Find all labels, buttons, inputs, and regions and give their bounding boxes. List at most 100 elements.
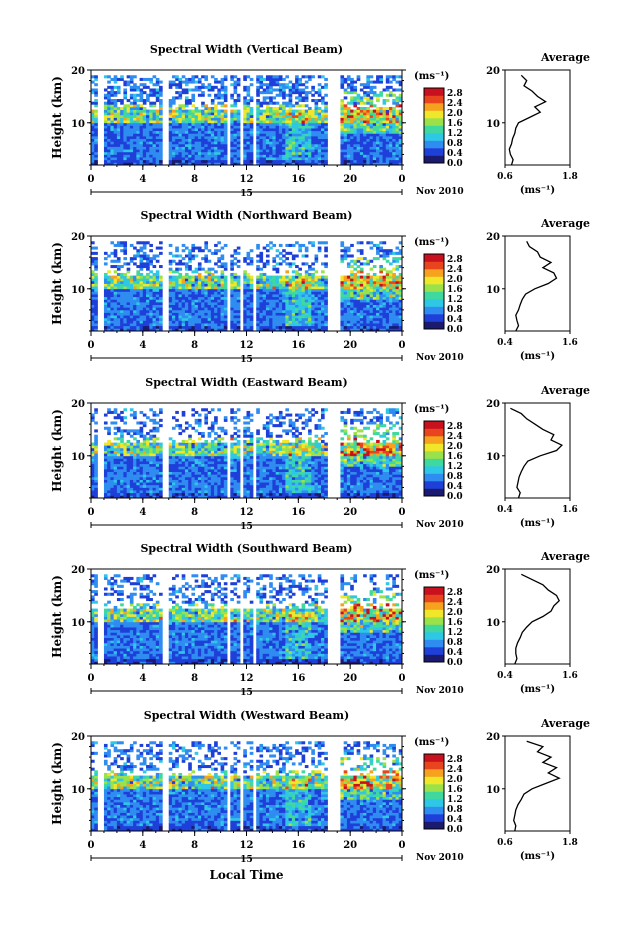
- heatmap-cell: [113, 421, 118, 425]
- heatmap-cell: [94, 267, 98, 271]
- heatmap-cell: [159, 315, 163, 319]
- heatmap-cell: [259, 301, 264, 306]
- heatmap-cell: [275, 117, 280, 121]
- heatmap-cell: [110, 278, 115, 282]
- heatmap-cell: [272, 96, 277, 100]
- heatmap-cell: [129, 317, 134, 321]
- heatmap-cell: [181, 291, 186, 295]
- heatmap-cell: [275, 301, 280, 306]
- heatmap-cell: [214, 280, 218, 284]
- heatmap-cell: [146, 162, 150, 166]
- heatmap-cell: [149, 320, 153, 324]
- heatmap-cell: [120, 114, 124, 118]
- heatmap-cell: [233, 317, 238, 321]
- heatmap-cell: [278, 75, 283, 79]
- heatmap-cell: [398, 325, 403, 329]
- heatmap-cell: [311, 317, 315, 321]
- heatmap-cell: [295, 280, 299, 284]
- heatmap-cell: [223, 296, 228, 300]
- heatmap-cell: [304, 99, 309, 103]
- heatmap-cell: [285, 151, 290, 155]
- heatmap-cell: [107, 141, 111, 145]
- heatmap-cell: [317, 328, 322, 332]
- heatmap-cell: [136, 149, 140, 153]
- heatmap-cell: [288, 280, 293, 284]
- heatmap-cell: [295, 254, 299, 258]
- heatmap-cell: [346, 109, 351, 113]
- heatmap-cell: [155, 291, 160, 295]
- heatmap-cell: [194, 315, 199, 319]
- heatmap-cell: [207, 149, 212, 153]
- heatmap-cell: [171, 301, 176, 306]
- heatmap-cell: [246, 138, 251, 142]
- heatmap-cell: [314, 323, 319, 327]
- heatmap-cell: [304, 323, 309, 327]
- heatmap-cell: [142, 251, 147, 255]
- heatmap-cell: [110, 114, 115, 118]
- heatmap-cell: [379, 93, 383, 97]
- heatmap-cell: [372, 317, 377, 321]
- heatmap-cell: [340, 154, 345, 158]
- heatmap-cell: [184, 96, 189, 100]
- heatmap-cell: [116, 315, 121, 319]
- heatmap-cell: [269, 130, 273, 134]
- heatmap-cell: [91, 88, 95, 92]
- heatmap-cell: [123, 80, 128, 84]
- heatmap-cell: [308, 157, 312, 161]
- heatmap-cell: [152, 272, 157, 276]
- heatmap-cell: [168, 304, 173, 308]
- heatmap-cell: [385, 106, 390, 110]
- colorbar-tick-label: 0.0: [447, 325, 463, 335]
- heatmap-cell: [204, 114, 209, 118]
- heatmap-cell: [304, 272, 309, 276]
- heatmap-cell: [317, 296, 322, 300]
- heatmap-cell: [359, 317, 364, 321]
- heatmap-cell: [223, 143, 228, 147]
- heatmap-cell: [230, 149, 234, 153]
- heatmap-cell: [94, 484, 98, 488]
- heatmap-cell: [304, 275, 309, 279]
- heatmap-cell: [142, 309, 147, 313]
- heatmap-cell: [369, 320, 374, 324]
- heatmap-cell: [103, 492, 108, 496]
- heatmap-cell: [175, 91, 179, 95]
- heatmap-cell: [304, 117, 309, 121]
- heatmap-cell: [149, 262, 153, 266]
- heatmap-cell: [278, 320, 283, 324]
- heatmap-cell: [194, 106, 199, 110]
- heatmap-cell: [113, 112, 118, 116]
- heatmap-cell: [110, 138, 115, 142]
- heatmap-cell: [285, 288, 290, 292]
- heatmap-cell: [291, 83, 296, 87]
- heatmap-cell: [398, 272, 403, 276]
- heatmap-cell: [110, 450, 115, 454]
- heatmap-cell: [113, 104, 118, 108]
- heatmap-cell: [94, 162, 98, 166]
- heatmap-cell: [126, 130, 131, 134]
- heatmap-cell: [210, 304, 215, 308]
- heatmap-cell: [129, 112, 134, 116]
- heatmap-cell: [389, 157, 393, 161]
- heatmap-cell: [308, 328, 312, 332]
- heatmap-cell: [249, 309, 254, 313]
- heatmap-cell: [243, 315, 247, 319]
- heatmap-cell: [343, 157, 348, 161]
- heatmap-cell: [139, 146, 144, 150]
- heatmap-cell: [382, 241, 387, 245]
- heatmap-cell: [159, 246, 163, 250]
- heatmap-cell: [113, 315, 118, 319]
- heatmap-cell: [214, 93, 218, 97]
- heatmap-cell: [181, 280, 186, 284]
- heatmap-cell: [324, 249, 328, 253]
- heatmap-cell: [314, 146, 319, 150]
- heatmap-cell: [197, 120, 202, 124]
- heatmap-cell: [184, 320, 189, 324]
- heatmap-cell: [223, 154, 228, 158]
- heatmap-cell: [175, 325, 179, 329]
- heatmap-cell: [136, 278, 140, 282]
- heatmap-cell: [230, 262, 234, 266]
- heatmap-cell: [249, 149, 254, 153]
- profile-frame: [504, 235, 571, 332]
- heatmap-cell: [376, 280, 380, 284]
- heatmap-cell: [275, 143, 280, 147]
